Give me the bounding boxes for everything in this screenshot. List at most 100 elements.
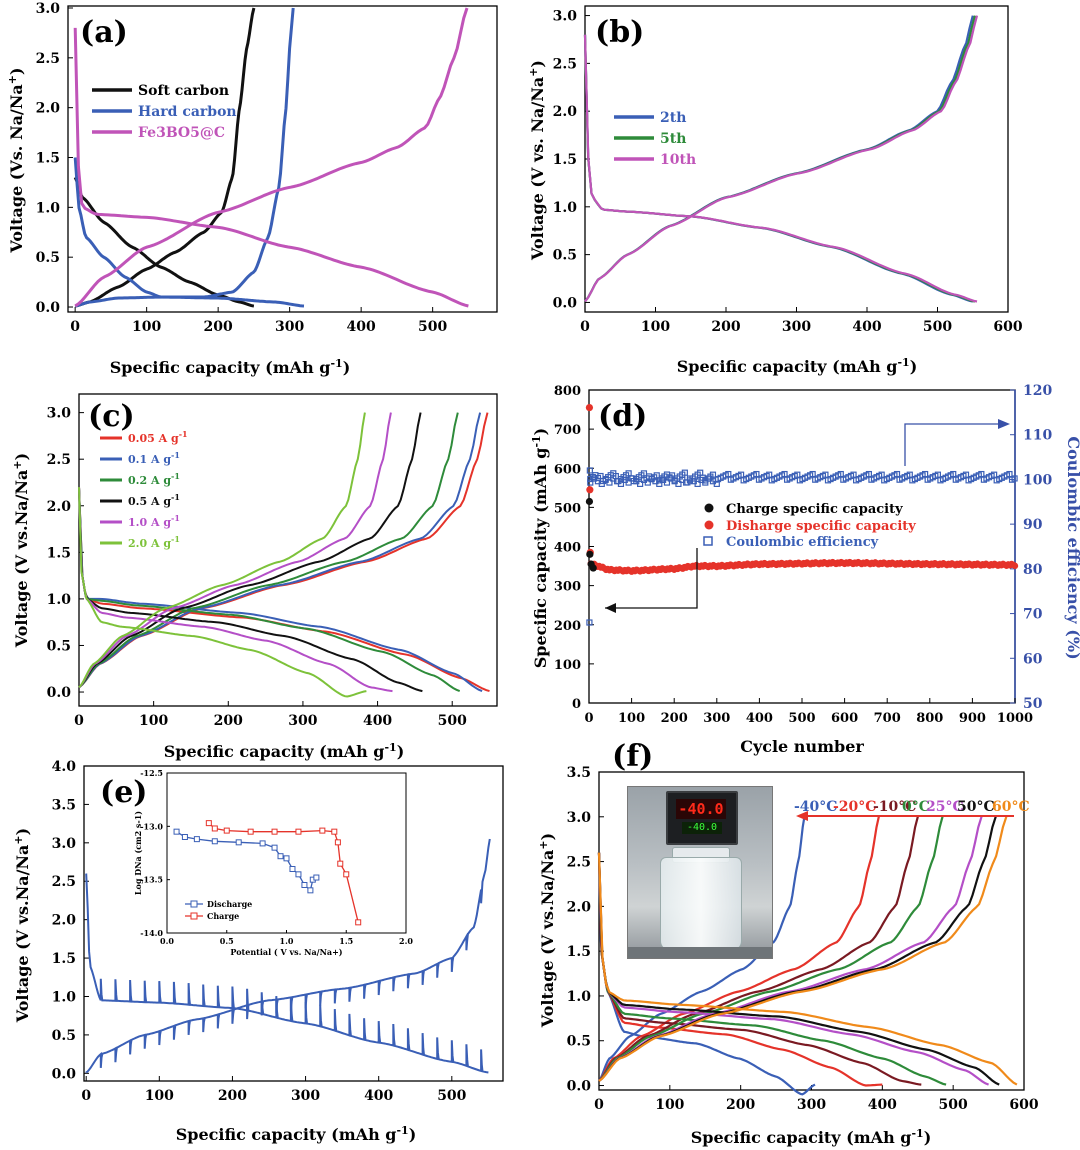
panel-d-ce-point [822,471,829,478]
panel-d-xtick-label: 200 [661,711,688,726]
panel-c-legend-sup: -1 [171,450,180,460]
panel-e-inset-discharge-point [301,882,308,888]
panel-b: (b) 0 100 200 300 400 500 600 0.0 0.5 1.0 1.5 2.0 2.… [527,5,1023,376]
panel-f-line-charge [598,816,944,1082]
panel-b-line-10th-charge [584,15,979,303]
panel-e-ytick-label: 3.0 [52,836,77,852]
panel-c-ytick-label: 1.5 [47,545,71,561]
panel-d-legend-label: Charge specific capacity [726,502,903,517]
panel-a-legend-label: Soft carbon [138,83,229,99]
panel-d-ce-point [725,470,732,478]
panel-e-xtick-label: 200 [218,1088,247,1104]
panel-c-legend-label: 2.0 A g-1 [128,534,180,550]
panel-a-ylabel: Voltage (Vs. Na/Na+) [6,67,26,253]
panel-b-ytick-label: 1.0 [553,200,578,216]
panel-f-label: (f) [612,739,653,774]
panel-b-line-2th-discharge [583,34,974,303]
panel-f-xtick-label: 100 [655,1097,684,1113]
panel-a: (a) 0 100 200 300 400 500 0.0 0.5 1.0 1.5 2.0 2.5 3.… [6,1,498,377]
panel-a-xtick-label: 300 [275,319,304,335]
panel-c-legend-label: 0.05 A g-1 [128,429,188,445]
panel-d-charge-point [585,497,594,506]
panel-a-legend-label: Fe3BO5@C [138,125,225,141]
panel-e-inset-xtick-label: 0.5 [220,936,234,946]
panel-c-line-charge [78,412,366,689]
panel-e-ytick-label: 4.0 [52,759,77,775]
panel-e-inset-charge-point [271,828,278,835]
panel-c-legend-label: 0.5 A g-1 [128,492,180,508]
panel-e-inset-xtick-label: 1.5 [339,936,353,946]
panel-d-xtick-label: 0 [584,711,593,726]
panel-d-ylabel-right: Coulombic efficiency (%) [1064,436,1080,659]
panel-b-ylabel: Voltage (V vs. Na/Na+) [527,60,547,261]
panel-d-y2tick-label: 70 [1023,607,1043,623]
panel-a-ytick-label: 1.5 [36,151,60,167]
panel-e-inset-charge-point [331,828,338,835]
panel-c-ylabel: Voltage (V vs.Na/Na+) [11,453,31,648]
panel-e-inset-ytick-label: -13.0 [140,821,163,831]
panel-d-ylabel-left: Specific capacity (mAh g-1) [530,428,550,669]
panel-d-charge-point [586,550,594,558]
panel-d-ce-point [978,470,985,478]
panel-d-y2tick-label: 120 [1023,383,1052,399]
panel-e-inset-xtick-label: 2.0 [399,936,413,946]
panel-d-xtick-label: 100 [618,711,645,726]
panel-e-ytick-label: 1.0 [52,989,77,1005]
panel-d-ce-point [663,479,671,486]
controller-display-sub: -40.0 [682,822,722,834]
panel-c-line-discharge [78,487,423,693]
panel-d-ce-point [737,471,745,478]
panel-f-line-discharge [597,852,990,1086]
panel-d-legend-label: Disharge specific capacity [726,519,916,534]
panel-c-label: (c) [88,399,135,434]
panel-f-xtick-label: 0 [594,1097,604,1113]
panel-c-ytick-label: 1.0 [47,592,72,608]
panel-b-plot: 0 100 200 300 400 500 600 0.0 0.5 1.0 1.5 2.0 2.5 3.0 [553,9,1023,335]
panel-e-inset-ytick-label: -14.0 [140,928,163,938]
panel-e-ytick-label: 3.5 [52,797,76,813]
shelf [628,947,772,958]
panel-d-ce-point [781,470,788,478]
panel-a-line-magenta-discharge [73,27,469,308]
panel-a-line-black-charge [74,7,256,308]
panel-e-inset-discharge-point [313,874,320,881]
panel-c-ytick-label: 0.0 [47,685,72,701]
panel-e-inset-charge-point [211,825,218,832]
panel-d-ce-point [766,471,773,478]
panel-f-xtick-label: 300 [797,1097,826,1113]
panel-c-xtick-label: 100 [139,713,168,729]
panel-b-legend-label: 10th [660,152,696,168]
panel-c: (c) 0 100 200 300 400 500 0.0 0.5 1.0 1.5 2.0 2.5 3.… [11,393,498,761]
panel-c-legend-label: 1.0 A g-1 [128,513,180,529]
panel-f-xtick-label: 400 [868,1097,897,1113]
panel-e-inset-charge-point [343,871,350,878]
panel-b-xtick-label: 500 [923,319,952,335]
panel-c-line-discharge [78,487,483,693]
panel-d-ce-point [683,479,690,486]
panel-f-legend-label: -20°C [833,799,876,815]
panel-a-ytick-label: 0.5 [36,250,60,266]
panel-f-ytick-label: 2.0 [567,899,592,915]
panel-e-ytick-label: 2.0 [52,913,77,929]
panel-e-inset-charge-point [319,827,326,834]
panel-d-ce-point [794,471,801,478]
panel-f-line-charge [598,816,880,1082]
panel-d-ce-point [1011,475,1018,482]
panel-e-inset-ytick-label: -12.5 [140,768,163,778]
panel-d-ce-point [625,479,632,486]
panel-e-inset-legend-marker [190,912,198,920]
panel-e-inset-charge-point [334,839,341,846]
panel-d-ce-point [1006,470,1013,478]
panel-d-ytick-label: 500 [554,501,581,516]
panel-c-plot: 0 100 200 300 400 500 0.0 0.5 1.0 1.5 2.0 2.5 3.0 [47,406,490,729]
panel-d-y2tick-label: 80 [1023,562,1043,578]
panel-b-xtick-label: 0 [580,319,590,335]
panel-c-legend-label: 0.1 A g-1 [128,450,180,466]
panel-d-ce-point [617,480,625,487]
panel-e-inset-discharge-point [211,838,218,845]
panel-c-legend-label: 0.2 A g-1 [128,471,180,487]
panel-d-ce-point [878,471,885,478]
panel-f-ytick-label: 0.5 [567,1034,591,1050]
panel-b-legend-label: 2th [660,110,686,126]
panel-e-inset-discharge-point [181,834,188,840]
